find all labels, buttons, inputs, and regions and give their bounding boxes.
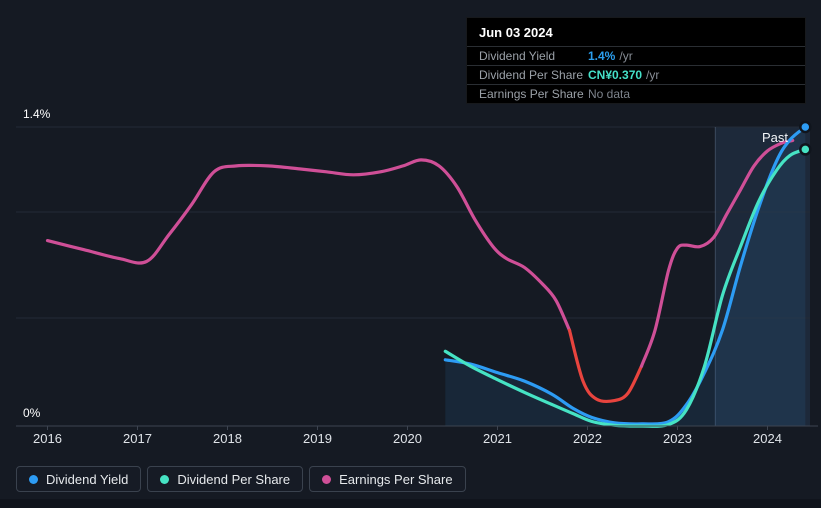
earnings-per-share-dot-icon [322, 474, 332, 484]
hover-tooltip: Jun 03 2024 Dividend Yield 1.4% /yr Divi… [466, 17, 806, 104]
x-axis-label-2019: 2019 [303, 431, 332, 446]
chart-canvas[interactable] [0, 0, 821, 470]
legend-item-dividend-yield[interactable]: Dividend Yield [16, 466, 142, 492]
tooltip-row-dividend-yield: Dividend Yield 1.4% /yr [467, 46, 805, 65]
dividend-per-share-end-dot [799, 143, 812, 156]
tooltip-value-dividend-per-share: CN¥0.370 [588, 68, 643, 82]
legend-label: Earnings Per Share [339, 471, 453, 487]
x-axis-label-2024: 2024 [753, 431, 782, 446]
x-axis-label-2021: 2021 [483, 431, 512, 446]
tooltip-row-dividend-per-share: Dividend Per Share CN¥0.370 /yr [467, 65, 805, 84]
bottom-band [0, 499, 821, 508]
chart-legend: Dividend Yield Dividend Per Share Earnin… [16, 466, 466, 492]
tooltip-label: Dividend Yield [479, 49, 556, 63]
y-axis-top-label: 1.4% [23, 107, 51, 121]
x-axis-label-2020: 2020 [393, 431, 422, 446]
x-axis-label-2018: 2018 [213, 431, 242, 446]
earnings-per-share-line-negative [567, 328, 644, 404]
tooltip-label: Earnings Per Share [479, 87, 584, 101]
tooltip-date: Jun 03 2024 [479, 25, 553, 40]
past-region [715, 127, 810, 426]
tooltip-row-earnings-per-share: Earnings Per Share No data [467, 84, 805, 103]
x-axis-label-2017: 2017 [123, 431, 152, 446]
dividend-per-share-dot-icon [160, 474, 170, 484]
earnings-per-share-line [45, 158, 572, 332]
tooltip-value-dividend-yield: 1.4% [588, 49, 616, 63]
legend-item-earnings-per-share[interactable]: Earnings Per Share [309, 466, 466, 492]
tooltip-unit: /yr [619, 49, 633, 63]
dividend-yield-line [443, 125, 807, 426]
earnings-per-share-line [639, 138, 795, 368]
x-axis-label-2016: 2016 [33, 431, 62, 446]
tooltip-unit: /yr [646, 68, 660, 82]
legend-label: Dividend Per Share [177, 471, 291, 487]
dividend-history-chart[interactable]: 1.4% 0% 2016 2017 2018 2019 2020 2021 20… [0, 0, 821, 470]
tooltip-label: Dividend Per Share [479, 68, 584, 82]
dividend-yield-end-dot [799, 120, 812, 134]
tooltip-value-earnings-per-share: No data [588, 87, 631, 101]
y-axis-bottom-label: 0% [23, 406, 41, 420]
x-axis-label-2022: 2022 [573, 431, 602, 446]
dividend-yield-dot-icon [29, 474, 38, 484]
x-axis-label-2023: 2023 [663, 431, 692, 446]
legend-label: Dividend Yield [46, 471, 129, 487]
past-region-label: Past [762, 130, 789, 145]
legend-item-dividend-per-share[interactable]: Dividend Per Share [147, 466, 304, 492]
